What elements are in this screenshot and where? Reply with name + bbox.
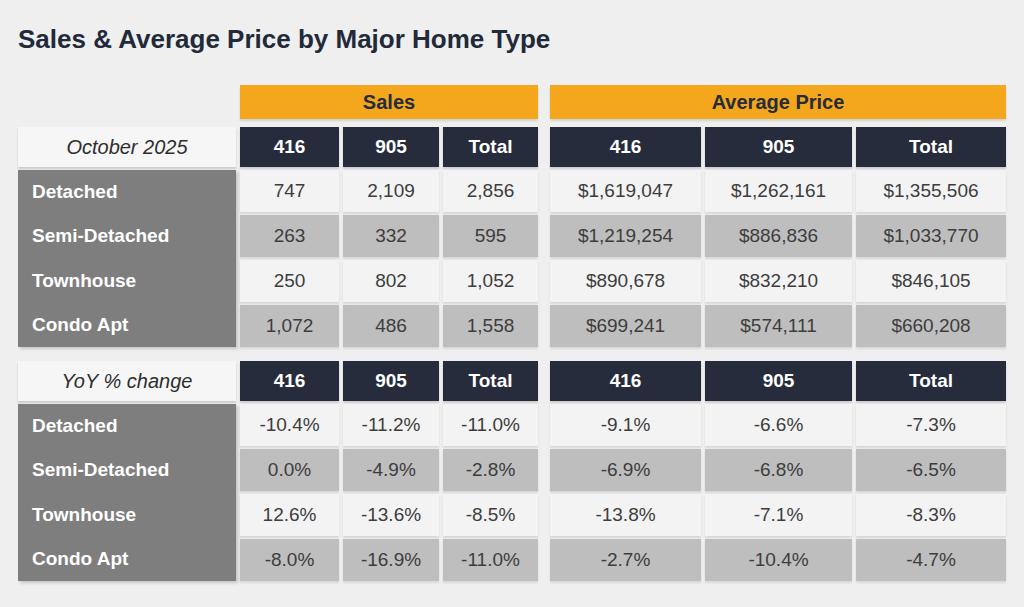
column-header-price-total: Total [856,361,1006,401]
table-cell: -8.5% [443,494,538,536]
group-header-row: Sales Average Price [18,85,1024,119]
table-cell: 1,558 [443,305,538,347]
row-label-townhouse: Townhouse [18,493,236,537]
table-cell: -6.9% [550,449,701,491]
table-cell: -11.0% [443,539,538,581]
column-header-price-416: 416 [550,361,701,401]
table-cell: 0.0% [240,449,339,491]
table-october-2025: October 2025 416 905 Total 416 905 Total… [18,127,1024,347]
table-cell: 747 [240,170,339,212]
row-label-column: Detached Semi-Detached Townhouse Condo A… [18,170,236,347]
table-cell: $890,678 [550,260,701,302]
group-header-spacer [18,85,240,119]
column-header-sales-905: 905 [343,127,439,167]
table-cell: $1,619,047 [550,170,701,212]
table-cell: $1,033,770 [856,215,1006,257]
table-cell: -8.0% [240,539,339,581]
table-cell: -11.0% [443,404,538,446]
column-header-price-total: Total [856,127,1006,167]
table-cell: -4.7% [856,539,1006,581]
column-header-price-905: 905 [705,361,852,401]
table-cell: -16.9% [343,539,439,581]
table-cell: 595 [443,215,538,257]
table-cell: $1,219,254 [550,215,701,257]
table-cell: $832,210 [705,260,852,302]
column-header-sales-total: Total [443,127,538,167]
group-header-sales: Sales [240,85,538,119]
group-header-gap [538,85,550,119]
table-cell: -7.3% [856,404,1006,446]
table-cell: 263 [240,215,339,257]
column-header-sales-total: Total [443,361,538,401]
table-cell: -8.3% [856,494,1006,536]
report-page: Sales & Average Price by Major Home Type… [0,0,1024,607]
table-cell: 2,109 [343,170,439,212]
group-header-average-price: Average Price [550,85,1006,119]
table-cell: -9.1% [550,404,701,446]
table-cell: -13.6% [343,494,439,536]
row-label-condo-apt: Condo Apt [18,303,236,347]
table-cell: -2.8% [443,449,538,491]
table-cell: $1,262,161 [705,170,852,212]
row-label-column: Detached Semi-Detached Townhouse Condo A… [18,404,236,581]
table-cell: 12.6% [240,494,339,536]
row-label-condo-apt: Condo Apt [18,537,236,581]
table-cell: 250 [240,260,339,302]
table-cell: -6.6% [705,404,852,446]
table-yoy-change: YoY % change 416 905 Total 416 905 Total… [18,361,1024,581]
table-cell: -6.5% [856,449,1006,491]
table-cell: 486 [343,305,439,347]
column-header-sales-416: 416 [240,127,339,167]
table-cell: $660,208 [856,305,1006,347]
column-header-price-416: 416 [550,127,701,167]
table-cell: -13.8% [550,494,701,536]
table-cell: 1,052 [443,260,538,302]
table-cell: $886,836 [705,215,852,257]
section-label-yoy-change: YoY % change [18,361,236,401]
column-header-sales-905: 905 [343,361,439,401]
table-cell: -10.4% [705,539,852,581]
table-cell: 332 [343,215,439,257]
page-title: Sales & Average Price by Major Home Type [0,0,1024,55]
table-cell: -2.7% [550,539,701,581]
row-label-semi-detached: Semi-Detached [18,214,236,258]
table-cell: 1,072 [240,305,339,347]
row-label-townhouse: Townhouse [18,259,236,303]
column-header-price-905: 905 [705,127,852,167]
table-cell: -10.4% [240,404,339,446]
table-cell: $1,355,506 [856,170,1006,212]
section-label-october-2025: October 2025 [18,127,236,167]
table-cell: -4.9% [343,449,439,491]
table-cell: $699,241 [550,305,701,347]
table-cell: $574,111 [705,305,852,347]
row-label-semi-detached: Semi-Detached [18,448,236,492]
column-header-sales-416: 416 [240,361,339,401]
table-cell: 2,856 [443,170,538,212]
table-cell: 802 [343,260,439,302]
table-cell: -11.2% [343,404,439,446]
table-cell: $846,105 [856,260,1006,302]
row-label-detached: Detached [18,404,236,448]
table-cell: -7.1% [705,494,852,536]
table-cell: -6.8% [705,449,852,491]
row-label-detached: Detached [18,170,236,214]
